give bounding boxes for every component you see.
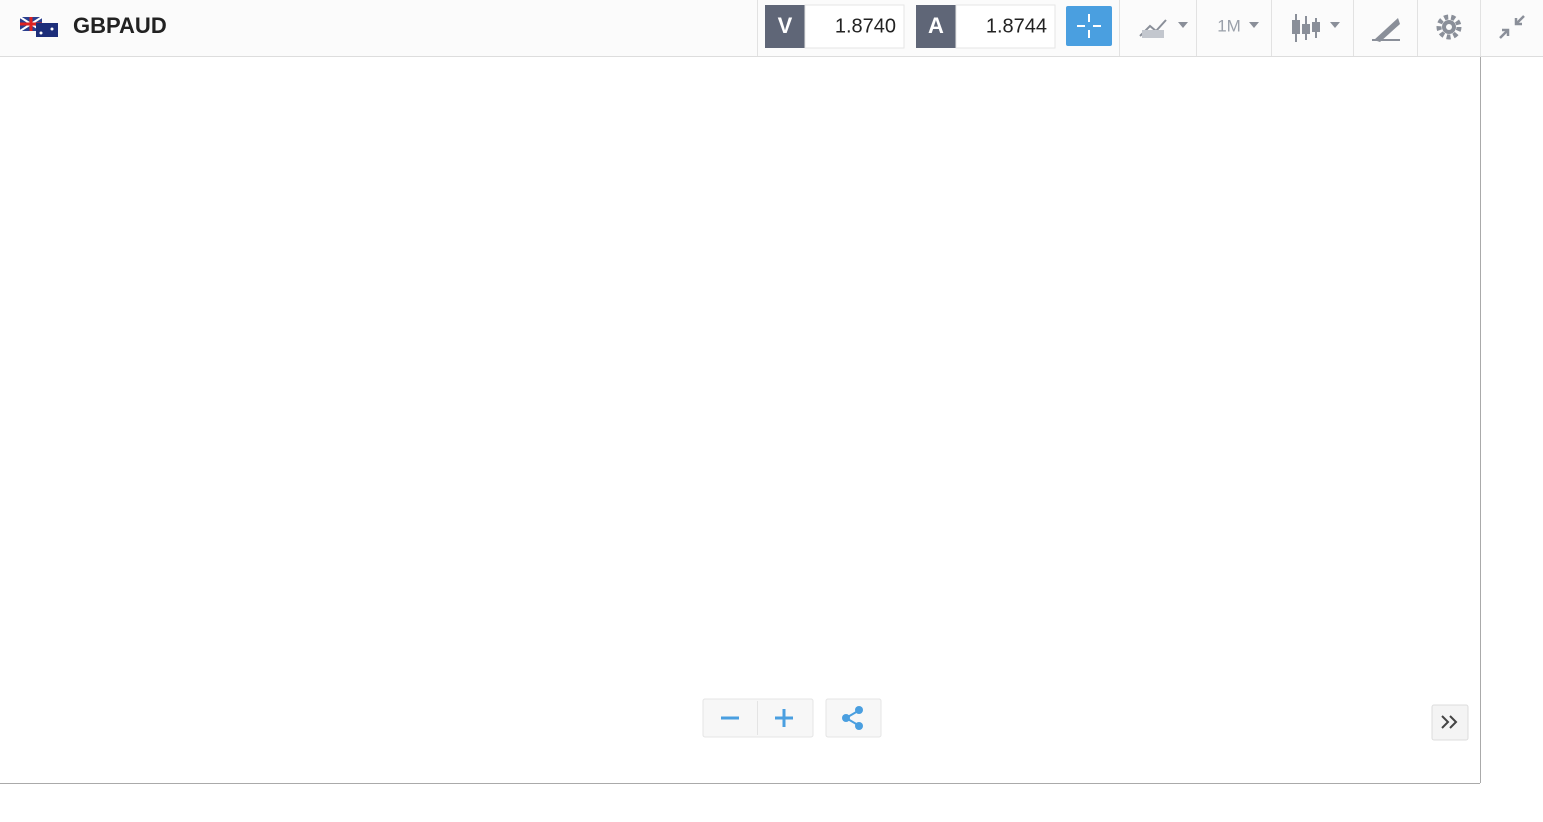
buy-price-box [955, 4, 1056, 49]
collapse-button[interactable] [1499, 15, 1525, 39]
timeframe[interactable]: 1M [1217, 16, 1241, 35]
buy-button[interactable] [916, 5, 956, 48]
flag-icon [19, 16, 58, 37]
zoom-controls [702, 698, 814, 738]
chart-type-button[interactable] [1139, 19, 1188, 38]
zoom-in-button[interactable] [775, 709, 793, 727]
sell-price-box [804, 4, 905, 49]
candle-type-button[interactable] [1292, 14, 1340, 42]
sell-price: 1.8740 [835, 15, 896, 37]
timeframe-caret [1249, 22, 1259, 28]
buy-price: 1.8744 [986, 15, 1047, 37]
crosshair-button[interactable] [1066, 6, 1112, 46]
symbol: GBPAUD [73, 13, 167, 38]
sell-button[interactable] [765, 5, 805, 48]
buy-label: A [928, 13, 944, 38]
sell-label: V [778, 13, 793, 38]
settings-button[interactable] [1436, 14, 1462, 40]
share-button[interactable] [825, 698, 882, 738]
scroll-latest-button[interactable] [1431, 704, 1469, 741]
draw-tool-button[interactable] [1372, 18, 1400, 42]
dividers [1119, 0, 1481, 56]
